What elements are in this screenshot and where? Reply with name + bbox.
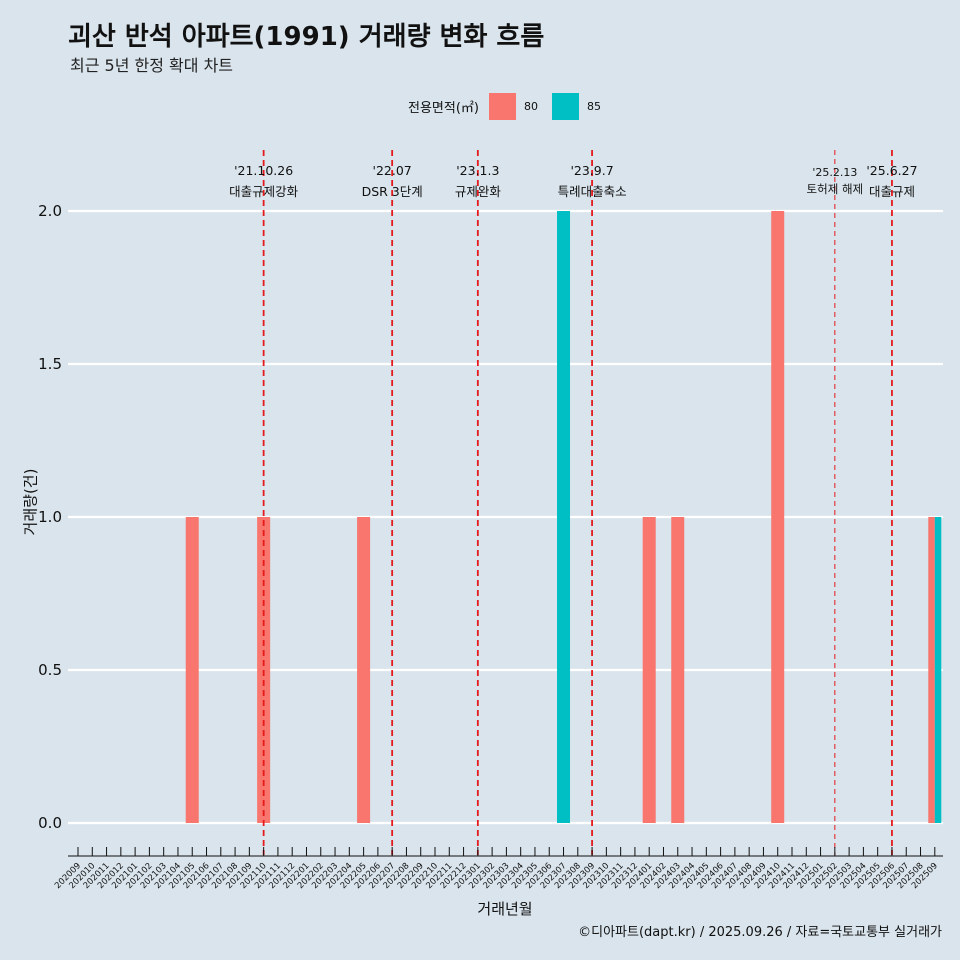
y-tick-label: 0.5 [38, 661, 62, 679]
event-date-label: '21.10.26 [234, 163, 293, 178]
legend-swatch-85 [551, 93, 579, 120]
chart-title: 괴산 반석 아파트(1991) 거래량 변화 흐름 [68, 22, 545, 52]
event-name-label: DSR 3단계 [362, 184, 423, 199]
y-tick-label: 2.0 [38, 202, 62, 220]
y-tick-label: 0.0 [38, 814, 62, 832]
event-date-label: '25.2.13 [812, 166, 857, 179]
event-date-label: '23.9.7 [570, 163, 613, 178]
source-caption: ©디아파트(dapt.kr) / 2025.09.26 / 자료=국토교통부 실… [578, 925, 942, 940]
chart-subtitle: 최근 5년 한정 확대 차트 [70, 56, 234, 75]
bar-85-202509 [934, 517, 942, 823]
legend-swatch-80 [488, 93, 516, 120]
bar-80-202509 [928, 517, 935, 823]
x-axis-label: 거래년월 [477, 900, 533, 918]
legend-item-85: 85 [551, 93, 601, 120]
bar-80-202105 [185, 517, 199, 823]
event-name-label: 토허제 해제 [807, 182, 864, 196]
event-date-label: '22.07 [373, 163, 412, 178]
event-date-label: '23.1.3 [456, 163, 499, 178]
y-tick-label: 1.0 [38, 508, 62, 526]
legend: 전용면적(㎡) 80 85 [408, 93, 607, 120]
event-name-label: 특례대출축소 [558, 184, 627, 199]
legend-label-85: 85 [586, 100, 601, 113]
legend-title: 전용면적(㎡) [408, 101, 479, 116]
bar-85-202307 [557, 211, 571, 823]
y-axis-label: 거래량(건) [21, 468, 40, 536]
event-name-label: 규제완화 [455, 184, 502, 199]
event-date-label: '25.6.27 [866, 163, 917, 178]
event-name-label: 대출규제 [869, 184, 915, 199]
y-tick-label: 1.5 [38, 355, 62, 373]
bar-80-202410 [771, 211, 785, 823]
bar-80-202403 [671, 517, 685, 823]
bar-80-202401 [642, 517, 656, 823]
event-name-label: 대출규제강화 [229, 184, 299, 199]
legend-label-80: 80 [523, 100, 538, 113]
legend-item-80: 80 [488, 93, 538, 120]
bar-80-202205 [357, 517, 371, 823]
